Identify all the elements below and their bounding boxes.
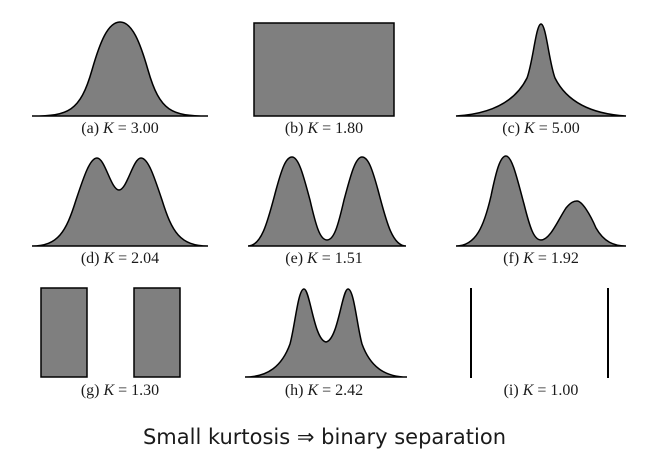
panel-a-curve [31, 21, 209, 117]
panel-c-curve [455, 23, 627, 117]
panel-b-block [253, 22, 395, 117]
panel-e-curve [247, 156, 407, 247]
panel-g-block-left [40, 287, 88, 378]
panel-d-label: (d) K = 2.04 [80, 250, 160, 267]
figure-caption: Small kurtosis ⇒ binary separation [142, 425, 507, 449]
panel-h-curve [244, 288, 408, 378]
panel-e-label: (e) K = 1.51 [285, 250, 363, 267]
panel-f-curve [455, 155, 627, 247]
panel-f-label: (f) K = 1.92 [503, 250, 579, 267]
panel-g-block-right [133, 287, 181, 378]
panel-d-curve [31, 157, 209, 247]
panel-i-label: (i) K = 1.00 [503, 382, 579, 399]
panel-h-label: (h) K = 2.42 [284, 382, 364, 399]
panel-c-label: (c) K = 5.00 [502, 120, 580, 137]
panel-b-label: (b) K = 1.80 [284, 120, 364, 137]
panel-g-label: (g) K = 1.30 [80, 382, 160, 399]
panel-a-label: (a) K = 3.00 [81, 120, 159, 137]
